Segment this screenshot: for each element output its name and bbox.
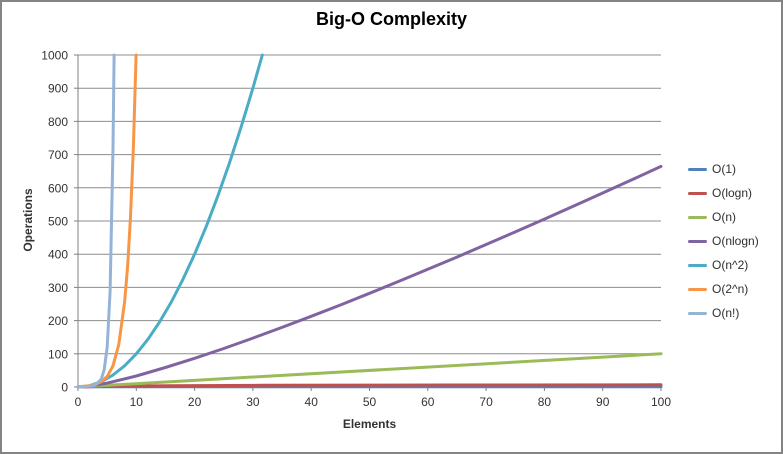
y-tick-label: 400 bbox=[48, 248, 68, 262]
x-tick-label: 100 bbox=[651, 395, 671, 409]
legend-line-swatch bbox=[688, 263, 707, 267]
legend-label: O(2^n) bbox=[712, 282, 749, 296]
y-tick-label: 300 bbox=[48, 281, 68, 295]
x-tick-label: 80 bbox=[538, 395, 552, 409]
x-tick-label: 90 bbox=[596, 395, 610, 409]
legend-label: O(n^2) bbox=[712, 258, 749, 272]
y-tick-label: 800 bbox=[48, 115, 68, 129]
legend-item: O(2^n) bbox=[688, 282, 759, 296]
legend-item: O(logn) bbox=[688, 186, 759, 200]
x-tick-label: 30 bbox=[246, 395, 260, 409]
x-axis-title: Elements bbox=[342, 417, 397, 431]
chart-title: Big-O Complexity bbox=[315, 9, 467, 29]
legend-item: O(1) bbox=[688, 162, 759, 176]
series-line-6 bbox=[76, 53, 116, 389]
y-tick-label: 0 bbox=[61, 381, 68, 395]
legend-item: O(n!) bbox=[688, 306, 759, 320]
x-tick-label: 0 bbox=[75, 395, 82, 409]
legend-line-swatch bbox=[688, 239, 707, 243]
series-line-2 bbox=[76, 352, 663, 389]
series-line-3 bbox=[82, 164, 663, 389]
x-tick-label: 50 bbox=[363, 395, 377, 409]
y-tick-label: 500 bbox=[48, 215, 68, 229]
legend-label: O(n) bbox=[712, 210, 736, 224]
legend-item: O(n) bbox=[688, 210, 759, 224]
legend-line-swatch bbox=[688, 215, 707, 219]
legend-label: O(1) bbox=[712, 162, 736, 176]
x-tick-label: 10 bbox=[130, 395, 144, 409]
legend-label: O(n!) bbox=[712, 306, 740, 320]
y-tick-label: 200 bbox=[48, 314, 68, 328]
x-tick-label: 40 bbox=[305, 395, 319, 409]
x-tick-label: 20 bbox=[188, 395, 202, 409]
y-tick-label: 900 bbox=[48, 82, 68, 96]
series-line-4 bbox=[76, 53, 264, 389]
x-tick-label: 60 bbox=[421, 395, 435, 409]
legend-line-swatch bbox=[688, 167, 707, 171]
y-tick-label: 100 bbox=[48, 347, 68, 361]
legend-label: O(nlogn) bbox=[712, 234, 759, 248]
legend-item: O(n^2) bbox=[688, 258, 759, 272]
legend-label: O(logn) bbox=[712, 186, 753, 200]
y-tick-label: 600 bbox=[48, 181, 68, 195]
legend-item: O(nlogn) bbox=[688, 234, 759, 248]
y-tick-label: 700 bbox=[48, 148, 68, 162]
y-tick-label: 1000 bbox=[41, 49, 68, 63]
legend: O(1) O(logn) O(n) O(nlogn) O(n^2) O(2^n) O(n!) bbox=[688, 162, 759, 320]
legend-line-swatch bbox=[688, 287, 707, 291]
legend-line-swatch bbox=[688, 191, 707, 195]
x-tick-label: 70 bbox=[479, 395, 493, 409]
legend-line-swatch bbox=[688, 311, 707, 315]
